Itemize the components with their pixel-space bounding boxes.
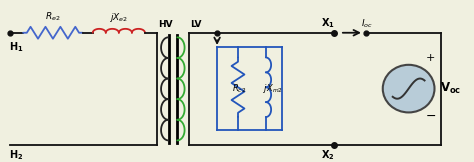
Text: $R_{e2}$: $R_{e2}$: [45, 11, 61, 23]
Text: $I_{oc}$: $I_{oc}$: [361, 17, 374, 30]
Text: $jX_{m2}$: $jX_{m2}$: [263, 82, 283, 95]
Text: $-$: $-$: [425, 109, 436, 122]
Text: $\mathbf{V_{oc}}$: $\mathbf{V_{oc}}$: [440, 81, 462, 96]
Text: HV: HV: [158, 20, 173, 29]
Text: LV: LV: [190, 20, 201, 29]
Text: $\mathbf{H_1}$: $\mathbf{H_1}$: [9, 40, 23, 54]
Text: $\mathbf{X_2}$: $\mathbf{X_2}$: [321, 148, 335, 162]
Text: $R_{c2}$: $R_{c2}$: [232, 82, 246, 95]
Text: $\mathbf{X_1}$: $\mathbf{X_1}$: [321, 16, 335, 30]
Circle shape: [383, 65, 435, 112]
Text: $\mathbf{H_2}$: $\mathbf{H_2}$: [9, 148, 23, 162]
Text: +: +: [426, 53, 435, 63]
Text: $jX_{e2}$: $jX_{e2}$: [109, 11, 128, 24]
